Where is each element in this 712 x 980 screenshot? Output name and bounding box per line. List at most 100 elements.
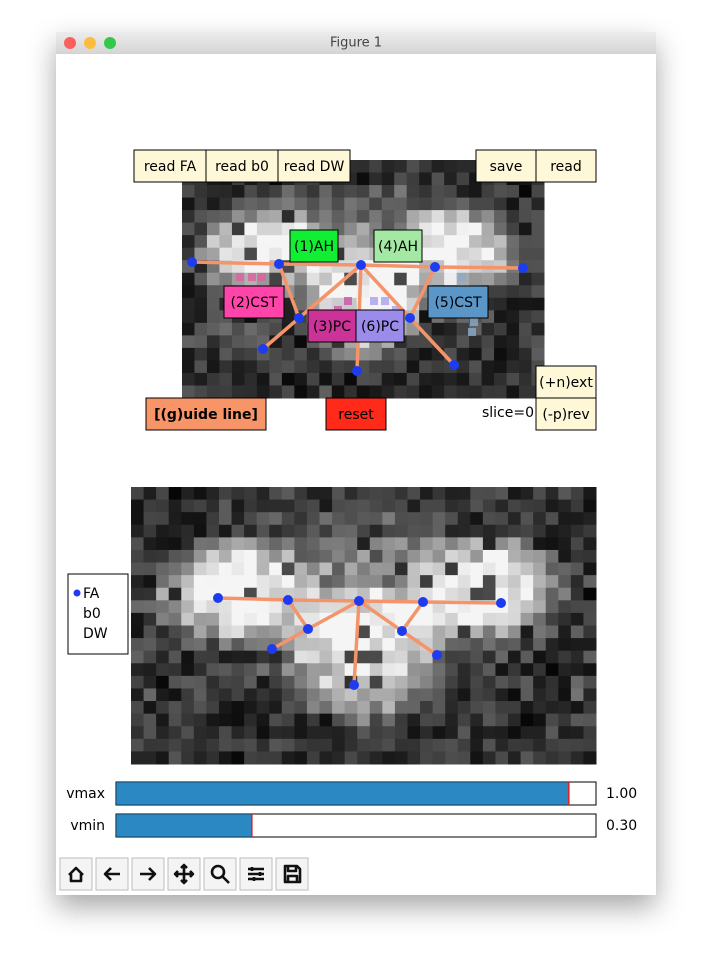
image-pixel <box>570 751 584 765</box>
roi-pixel <box>248 273 256 281</box>
image-pixel <box>256 625 270 639</box>
zoom-button[interactable] <box>104 37 116 49</box>
toolbar-icon <box>140 867 157 881</box>
roi-pixel <box>381 297 389 305</box>
image-pixel <box>494 347 508 361</box>
guide-point[interactable] <box>258 344 268 354</box>
image-pixel <box>182 335 195 349</box>
guide-button[interactable] <box>145 397 267 431</box>
guide-point[interactable] <box>352 366 362 376</box>
guide-point[interactable] <box>274 259 284 269</box>
guide-point[interactable] <box>430 262 440 272</box>
minimize-button[interactable] <box>84 37 96 49</box>
image-pixel <box>457 612 471 626</box>
image-pixel <box>356 235 370 249</box>
image-pixel <box>520 587 534 601</box>
image-pixel <box>356 210 370 224</box>
prev-button[interactable] <box>535 397 597 431</box>
read-button[interactable] <box>277 149 351 183</box>
image-pixel <box>469 372 483 386</box>
close-button[interactable] <box>64 37 76 49</box>
image-pixel <box>445 537 459 551</box>
guide-point[interactable] <box>187 257 197 267</box>
image-pixel <box>531 322 545 336</box>
image-pixel <box>445 663 459 677</box>
guide-point[interactable] <box>213 593 223 603</box>
image-pixel <box>231 210 245 224</box>
guide-point[interactable] <box>283 595 293 605</box>
image-pixel <box>181 751 195 765</box>
image-pixel <box>583 600 597 614</box>
image-pixel <box>570 499 584 513</box>
image-pixel <box>381 210 395 224</box>
image-pixel <box>456 222 470 236</box>
guide-point[interactable] <box>356 260 366 270</box>
image-pixel <box>206 347 220 361</box>
guide-point[interactable] <box>518 263 528 273</box>
image-pixel <box>432 562 446 576</box>
image-pixel <box>432 701 446 715</box>
radio-option[interactable]: FA <box>83 586 100 602</box>
image-pixel <box>319 562 333 576</box>
image-pixel <box>294 272 308 286</box>
image-pixel <box>218 701 233 715</box>
guide-point[interactable] <box>405 313 415 323</box>
image-pixel <box>256 688 270 702</box>
image-pixel <box>244 235 258 249</box>
image-pixel <box>143 537 157 551</box>
image-pixel <box>382 650 396 664</box>
toolbar-button[interactable] <box>59 857 93 891</box>
guide-point[interactable] <box>449 360 459 370</box>
reset-button[interactable] <box>325 397 387 431</box>
image-pixel <box>193 638 207 652</box>
io-button[interactable] <box>475 149 537 183</box>
image-pixel <box>519 185 533 199</box>
image-pixel <box>244 638 258 652</box>
image-pixel <box>357 663 371 677</box>
guide-point[interactable] <box>432 650 442 660</box>
image-pixel <box>306 347 320 361</box>
image-pixel <box>531 210 545 224</box>
guide-point[interactable] <box>349 680 359 690</box>
read-button-label: read b0 <box>215 159 269 175</box>
image-pixel <box>406 335 420 349</box>
image-pixel <box>319 272 333 286</box>
image-pixel <box>494 197 508 211</box>
read-button[interactable] <box>205 149 279 183</box>
toolbar-button[interactable] <box>131 857 165 891</box>
guide-point[interactable] <box>354 596 364 606</box>
read-button[interactable] <box>133 149 207 183</box>
image-pixel <box>281 675 295 689</box>
image-pixel <box>432 537 446 551</box>
image-pixel <box>457 713 471 727</box>
toolbar-button[interactable] <box>275 857 309 891</box>
guide-point[interactable] <box>294 313 304 323</box>
image-pixel <box>194 297 208 311</box>
guide-point[interactable] <box>496 598 506 608</box>
image-pixel <box>420 688 434 702</box>
image-pixel <box>256 499 270 513</box>
io-button[interactable] <box>535 149 597 183</box>
image-pixel <box>168 751 182 765</box>
image-pixel <box>482 499 496 513</box>
image-pixel <box>231 322 245 336</box>
guide-point[interactable] <box>303 624 313 634</box>
image-pixel <box>470 751 484 765</box>
roi-label-label: (5)CST <box>434 295 481 311</box>
image-pixel <box>231 335 245 349</box>
image-pixel <box>256 663 270 677</box>
toolbar-button[interactable] <box>203 857 237 891</box>
image-pixel <box>519 235 533 249</box>
image-pixel <box>457 487 471 501</box>
image-pixel <box>332 688 346 702</box>
guide-point[interactable] <box>418 597 428 607</box>
image-pixel <box>357 562 371 576</box>
guide-point[interactable] <box>397 626 407 636</box>
image-pixel <box>256 549 270 564</box>
guide-point[interactable] <box>267 644 277 654</box>
image-pixel <box>332 537 346 551</box>
image-pixel <box>444 160 458 174</box>
image-pixel <box>182 347 195 361</box>
radio-option[interactable]: DW <box>83 626 108 642</box>
radio-option[interactable]: b0 <box>83 606 101 622</box>
